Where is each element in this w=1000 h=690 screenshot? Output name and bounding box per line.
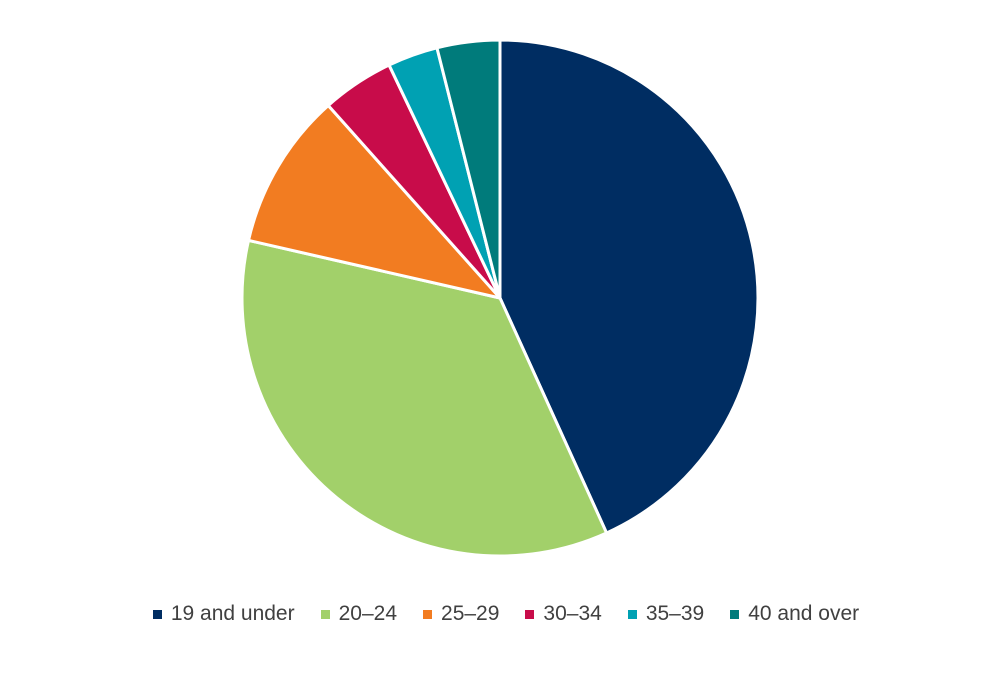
- legend-item-19-and-under: 19 and under: [152, 602, 295, 626]
- legend-label-20-24: 20–24: [338, 602, 398, 625]
- legend-item-20-24: 20–24: [320, 602, 398, 626]
- pie-slice-20-24: [240, 238, 609, 558]
- legend: 19 and under 20–24 25–29 30–34 35–39 40 and o…: [0, 597, 1000, 631]
- legend-item-30-34: 30–34: [525, 602, 602, 626]
- legend-swatch-20-24: [320, 609, 330, 619]
- pie-slice-40-and-over: [435, 38, 502, 300]
- pie-slice-25-29: [247, 103, 502, 300]
- legend-label-19-and-under: 19 and under: [170, 602, 295, 625]
- legend-label-30-34: 30–34: [543, 602, 602, 625]
- pie-slice-19-and-under: [498, 38, 760, 535]
- legend-swatch-35-39: [627, 609, 637, 619]
- legend-swatch-25-29: [423, 609, 433, 619]
- legend-swatch-30-34: [525, 609, 535, 619]
- legend-swatch-19-and-under: [152, 609, 162, 619]
- legend-item-35-39: 35–39: [627, 602, 705, 626]
- legend-item-25-29: 25–29: [423, 602, 499, 626]
- legend-swatch-40-and-over: [730, 609, 740, 619]
- legend-item-40-and-over: 40 and over: [730, 602, 859, 626]
- legend-label-40-and-over: 40 and over: [748, 602, 860, 625]
- legend-label-35-39: 35–39: [645, 602, 705, 625]
- legend-label-25-29: 25–29: [441, 602, 500, 625]
